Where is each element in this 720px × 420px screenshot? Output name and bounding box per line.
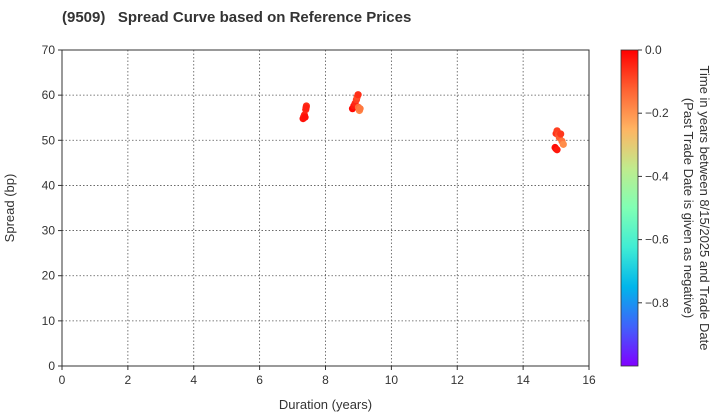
colorbar-tick-label: −0.8: [645, 296, 669, 310]
data-point: [302, 104, 310, 112]
x-tick-label: 10: [385, 373, 399, 387]
colorbar-label-line1: Time in years between 8/15/2025 and Trad…: [697, 66, 712, 351]
y-tick-label: 40: [42, 178, 56, 192]
data-point: [301, 113, 309, 121]
y-tick-label: 70: [42, 43, 56, 57]
colorbar-tick-label: −0.4: [645, 169, 669, 183]
data-point: [553, 146, 561, 154]
y-tick-label: 0: [48, 359, 55, 373]
x-axis-title: Duration (years): [279, 397, 372, 412]
colorbar: [621, 50, 638, 366]
scatter-points: [299, 91, 567, 154]
y-tick-label: 50: [42, 133, 56, 147]
y-tick-label: 30: [42, 224, 56, 238]
colorbar-tick-label: 0.0: [645, 43, 662, 57]
data-point: [354, 91, 362, 99]
x-tick-label: 12: [451, 373, 465, 387]
x-tick-label: 8: [322, 373, 329, 387]
x-axis-ticks: 0 2 4 6 8 10 12 14 16: [59, 366, 596, 387]
colorbar-label-line2: (Past Trade Date is given as negative): [681, 98, 696, 318]
colorbar-tick-label: −0.2: [645, 106, 669, 120]
x-tick-label: 4: [190, 373, 197, 387]
y-tick-label: 10: [42, 314, 56, 328]
colorbar-ticks: 0.0 −0.2 −0.4 −0.6 −0.8: [638, 43, 669, 310]
chart-title: (9509) Spread Curve based on Reference P…: [62, 9, 412, 26]
y-tick-label: 60: [42, 88, 56, 102]
x-tick-label: 6: [256, 373, 263, 387]
x-tick-label: 2: [125, 373, 132, 387]
x-tick-label: 0: [59, 373, 66, 387]
data-point: [557, 130, 565, 138]
y-axis-title: Spread (bp): [2, 174, 17, 243]
data-point: [559, 140, 567, 148]
y-axis-ticks: 0 10 20 30 40 50 60 70: [42, 43, 62, 373]
x-tick-label: 14: [516, 373, 530, 387]
data-point: [356, 105, 364, 113]
y-tick-label: 20: [42, 269, 56, 283]
colorbar-tick-label: −0.6: [645, 233, 669, 247]
colorbar-frame: [620, 49, 639, 367]
x-tick-label: 16: [582, 373, 596, 387]
